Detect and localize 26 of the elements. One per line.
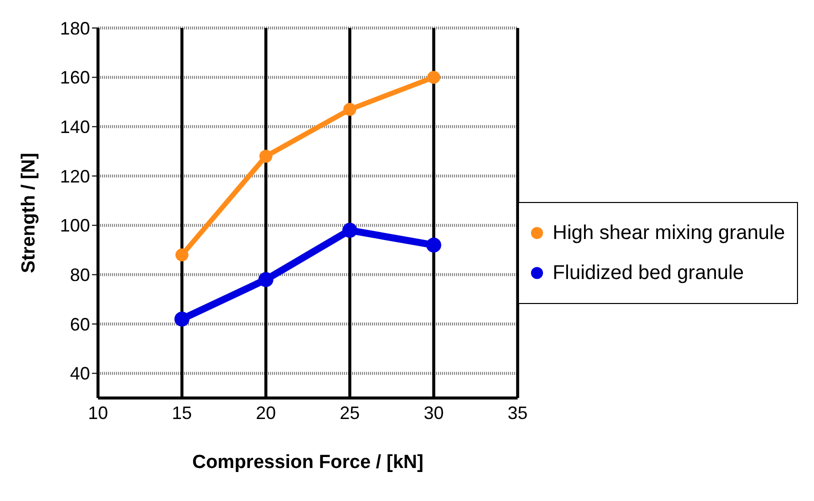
x-tick-label: 30 [424, 402, 444, 423]
legend-label: High shear mixing granule [552, 221, 785, 246]
y-tick-label: 40 [70, 364, 90, 384]
y-tick-label: 80 [70, 265, 90, 286]
y-tick-label: 160 [60, 68, 90, 88]
point [175, 248, 188, 262]
y-tick-label: 140 [60, 117, 90, 138]
x-tick-label: 35 [508, 402, 528, 423]
y-tick-label: 100 [60, 216, 90, 236]
x-tick-label: 25 [340, 402, 360, 423]
point [343, 102, 356, 116]
x-tick-label: 15 [172, 402, 192, 423]
x-axis-title: Compression Force / [kN] [192, 452, 424, 473]
x-tick-label: 20 [256, 402, 276, 423]
y-axis-title: Strength / [N] [18, 152, 40, 274]
y-tick-label: 60 [70, 314, 90, 334]
legend-label: Fluidized bed granule [552, 261, 744, 286]
point [258, 272, 274, 288]
point [426, 238, 442, 253]
point [342, 222, 358, 238]
point [174, 312, 190, 327]
point [427, 70, 440, 84]
y-tick-label: 180 [60, 18, 90, 38]
y-tick-label: 120 [60, 166, 90, 186]
point [259, 150, 272, 163]
x-tick-label: 10 [88, 402, 108, 423]
